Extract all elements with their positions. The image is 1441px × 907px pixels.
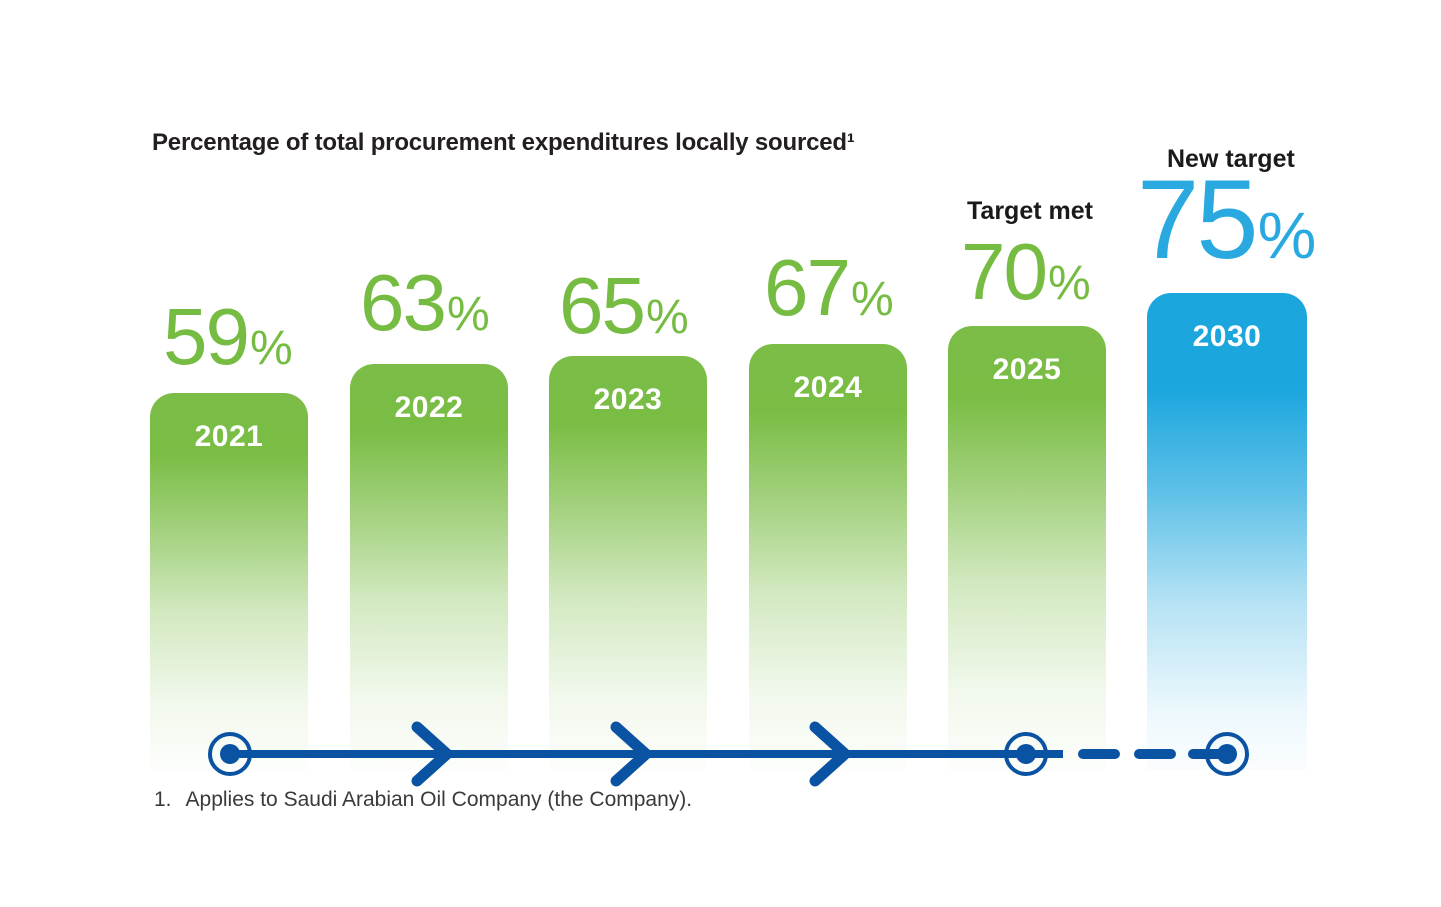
bar-2022: 2022 bbox=[350, 364, 508, 770]
bar-2025: 2025 bbox=[948, 326, 1106, 770]
year-label: 2024 bbox=[793, 371, 863, 404]
year-label: 2022 bbox=[394, 391, 464, 424]
value-label-2024: 67% bbox=[764, 248, 894, 328]
value-number: 59 bbox=[163, 292, 250, 381]
value-label-2023: 65% bbox=[559, 266, 689, 346]
value-number: 75 bbox=[1137, 157, 1259, 282]
bar-2030: 2030 bbox=[1147, 293, 1307, 770]
value-unit: % bbox=[446, 288, 490, 341]
footnote: 1. Applies to Saudi Arabian Oil Company (… bbox=[154, 788, 692, 812]
value-unit: % bbox=[1257, 198, 1317, 272]
new-target-annotation: New target bbox=[1167, 145, 1295, 173]
bar-2021: 2021 bbox=[150, 393, 308, 770]
value-unit: % bbox=[1047, 257, 1091, 310]
year-label: 2025 bbox=[992, 353, 1062, 386]
footnote-marker: 1. bbox=[154, 788, 172, 811]
value-number: 63 bbox=[360, 258, 447, 347]
value-number: 65 bbox=[559, 261, 646, 350]
value-label-2022: 63% bbox=[360, 263, 490, 343]
value-unit: % bbox=[850, 273, 894, 326]
value-label-2021: 59% bbox=[163, 297, 293, 377]
value-label-2025: 70% bbox=[961, 232, 1091, 312]
bar-2024: 2024 bbox=[749, 344, 907, 770]
value-number: 70 bbox=[961, 227, 1048, 316]
year-label: 2030 bbox=[1192, 320, 1262, 353]
target-met-annotation: Target met bbox=[967, 197, 1093, 225]
value-label-2030: 75% bbox=[1137, 164, 1317, 276]
year-label: 2023 bbox=[593, 383, 663, 416]
value-unit: % bbox=[249, 322, 293, 375]
bar-2023: 2023 bbox=[549, 356, 707, 770]
chart-title: Percentage of total procurement expendit… bbox=[152, 129, 855, 156]
footnote-text: Applies to Saudi Arabian Oil Company (th… bbox=[185, 788, 693, 811]
year-label: 2021 bbox=[194, 420, 264, 453]
value-number: 67 bbox=[764, 243, 851, 332]
value-unit: % bbox=[645, 291, 689, 344]
